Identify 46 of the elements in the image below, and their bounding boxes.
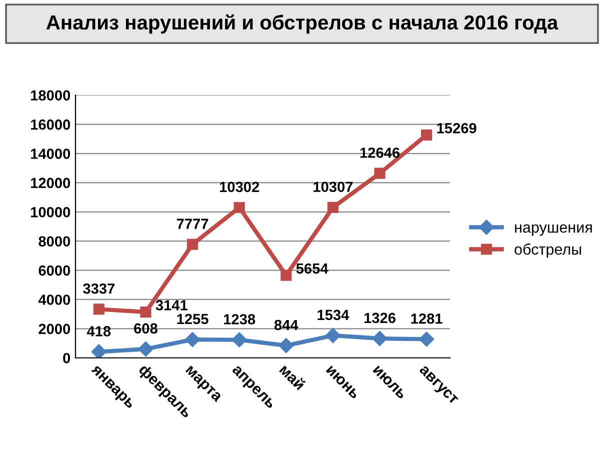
legend-label: нарушения: [515, 224, 592, 236]
data-label: 5654: [296, 263, 328, 274]
data-label: 1326: [364, 312, 396, 324]
data-label: 1255: [177, 314, 208, 324]
data-label: 10302: [220, 182, 260, 192]
point: [232, 332, 247, 348]
y-tick-label: 6000: [38, 265, 70, 276]
point: [421, 129, 432, 141]
y-tick-label: 4000: [38, 294, 70, 305]
data-label: 12646: [360, 148, 400, 158]
chart-title: Анализ нарушений и обстрелов с начала 2016 года: [46, 14, 558, 34]
legend-label: обстрелы: [514, 243, 582, 258]
data-label: 1281: [411, 313, 442, 324]
y-tick-label: 2000: [38, 324, 70, 334]
data-label: 608: [134, 323, 158, 334]
y-tick-label: 14000: [31, 148, 70, 159]
y-tick-label: 18000: [31, 90, 70, 101]
y-tick-label: 10000: [31, 207, 70, 218]
y-tick-label: 12000: [31, 178, 70, 188]
point: [138, 341, 154, 357]
x-tick-label: май: [278, 363, 306, 390]
data-label: 3141: [156, 300, 188, 310]
data-label: 15269: [437, 123, 476, 134]
point: [234, 202, 245, 214]
y-tick-label: 8000: [38, 236, 70, 247]
point: [140, 306, 152, 318]
point: [278, 338, 294, 354]
data-label: 3337: [83, 283, 114, 294]
data-label: 844: [274, 320, 298, 330]
point: [91, 344, 106, 358]
y-tick-label: 16000: [31, 119, 70, 130]
point: [186, 238, 198, 250]
point: [325, 328, 341, 344]
point: [280, 270, 292, 281]
data-label: 10307: [314, 182, 353, 192]
point: [372, 330, 388, 346]
point: [327, 202, 339, 213]
data-label: 418: [86, 326, 111, 336]
data-label: 1534: [318, 310, 350, 320]
data-label: 7777: [176, 218, 208, 229]
point: [93, 304, 104, 315]
y-tick-label: 0: [63, 352, 70, 364]
point: [419, 332, 434, 347]
point: [374, 168, 386, 179]
data-label: 1238: [224, 314, 256, 324]
point: [184, 332, 200, 348]
